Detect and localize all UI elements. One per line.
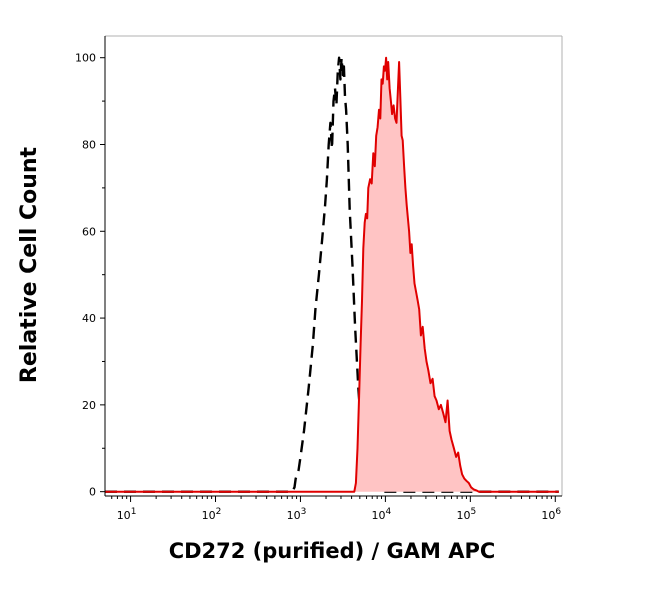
stained-histogram-line — [105, 56, 559, 493]
y-tick-label: 100 — [75, 52, 96, 65]
x-tick-label: 106 — [541, 507, 561, 522]
y-axis-label: Relative Cell Count — [17, 146, 42, 383]
y-tick-label: 60 — [82, 225, 96, 238]
y-tick-label: 20 — [82, 399, 96, 412]
x-tick-label: 102 — [202, 507, 222, 522]
plot-area — [105, 56, 559, 493]
x-tick-label: 105 — [456, 507, 476, 522]
x-tick-label: 104 — [372, 507, 392, 522]
y-tick-label: 40 — [82, 312, 96, 325]
control-histogram-line — [105, 56, 559, 493]
y-tick-label: 80 — [82, 138, 96, 151]
axes: 0 20 40 60 80 100 101 102 103 104 105 106 — [75, 35, 563, 522]
x-tick-label: 103 — [287, 507, 307, 522]
x-axis-label: CD272 (purified) / GAM APC — [169, 539, 496, 563]
y-tick-label: 0 — [89, 486, 96, 499]
x-tick-label: 101 — [117, 507, 137, 522]
